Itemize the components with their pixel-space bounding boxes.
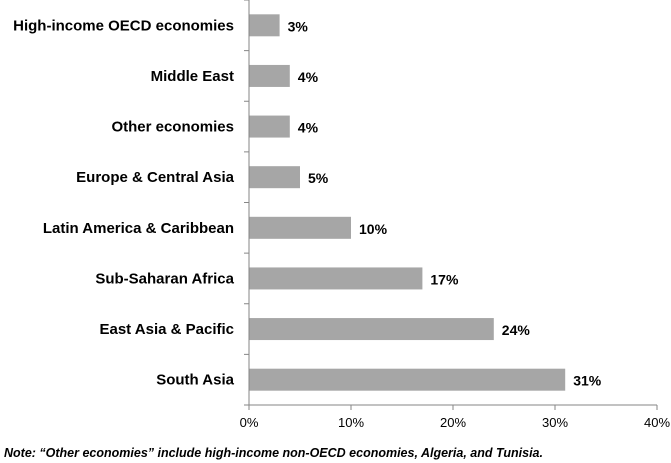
bar-1 <box>249 64 290 87</box>
category-label-6: East Asia & Pacific <box>99 321 234 338</box>
x-tick-label-4: 40% <box>644 415 670 430</box>
bar-4 <box>249 216 351 239</box>
value-label-4: 10% <box>359 221 388 237</box>
x-tick-label-0: 0% <box>240 415 259 430</box>
category-label-0: High-income OECD economies <box>13 17 234 34</box>
bar-0 <box>249 14 280 37</box>
category-label-4: Latin America & Caribbean <box>43 220 234 237</box>
bar-6 <box>249 318 494 341</box>
bar-7 <box>249 368 566 391</box>
bar-5 <box>249 267 423 290</box>
value-label-6: 24% <box>502 322 531 338</box>
category-label-7: South Asia <box>156 372 234 389</box>
category-label-1: Middle East <box>151 68 234 85</box>
value-label-5: 17% <box>430 271 459 287</box>
chart-note: Note: “Other economies” include high-inc… <box>4 446 543 460</box>
bar-2 <box>249 115 290 138</box>
category-label-5: Sub-Saharan Africa <box>95 270 234 287</box>
x-tick-label-3: 30% <box>542 415 568 430</box>
value-label-1: 4% <box>298 69 319 85</box>
bar-3 <box>249 166 300 189</box>
x-tick-label-2: 20% <box>440 415 466 430</box>
value-label-3: 5% <box>308 170 329 186</box>
value-label-0: 3% <box>288 18 309 34</box>
category-label-2: Other economies <box>111 119 234 136</box>
x-tick-label-1: 10% <box>338 415 364 430</box>
value-label-2: 4% <box>298 120 319 136</box>
category-label-3: Europe & Central Asia <box>76 169 234 186</box>
value-label-7: 31% <box>573 373 602 389</box>
